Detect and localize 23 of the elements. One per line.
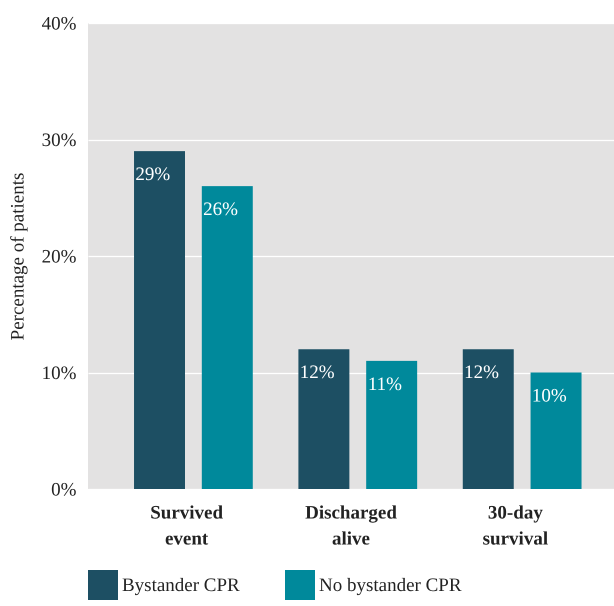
data-label: 29% <box>135 164 170 186</box>
data-label: 11% <box>368 374 402 395</box>
data-label: 10% <box>532 386 567 406</box>
legend-label: Bystander CPR <box>122 575 240 596</box>
data-label: 12% <box>300 362 335 384</box>
y-tick-label: 10% <box>42 363 77 384</box>
x-tick-label: Discharged alive <box>305 502 398 550</box>
y-tick-label: 40% <box>42 14 77 34</box>
x-tick-label: Survived event <box>150 502 224 550</box>
x-tick-label: 30-day survival <box>482 502 548 550</box>
bar <box>202 186 253 489</box>
y-tick-label: 20% <box>42 246 77 268</box>
y-axis-title: Percentage of patients <box>8 172 29 340</box>
data-label: 26% <box>203 199 238 220</box>
y-tick-label: 0% <box>51 480 77 500</box>
bar <box>298 349 350 489</box>
data-label: 12% <box>464 362 500 384</box>
bar <box>530 372 582 489</box>
legend-label: No bystander CPR <box>319 575 462 596</box>
y-tick-label: 30% <box>42 130 77 151</box>
bar <box>366 360 418 489</box>
bar <box>134 151 185 489</box>
bar <box>462 349 514 489</box>
